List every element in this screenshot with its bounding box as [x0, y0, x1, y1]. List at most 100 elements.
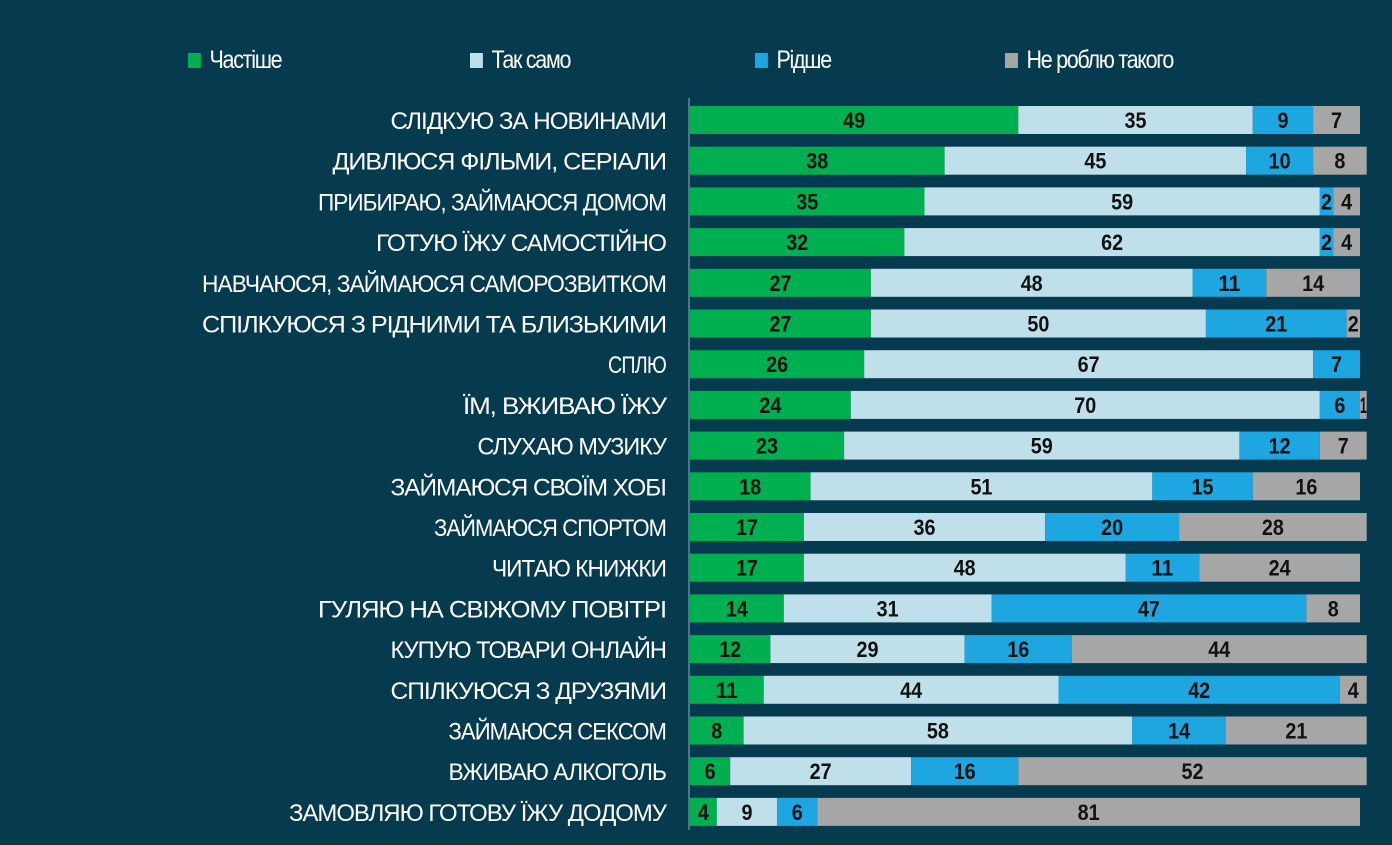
bar-segment-dont-do: [1313, 106, 1360, 134]
bar-segment-more-often: [690, 228, 905, 257]
data-label-more-often: 6: [705, 759, 716, 784]
category-label: ЇМ, ВЖИВАЮ ЇЖУ: [463, 393, 668, 420]
bar-segment-less-often: [1125, 553, 1200, 582]
bar-segment-more-often: [690, 472, 811, 501]
data-label-more-often: 27: [769, 271, 791, 296]
bar-segment-same: [844, 431, 1240, 460]
bar-segment-dont-do: [1018, 757, 1367, 786]
data-label-same: 59: [1031, 434, 1053, 459]
category-label: ВЖИВАЮ АЛКОГОЛЬ: [449, 759, 667, 786]
bar-segment-more-often: [690, 553, 804, 582]
data-label-more-often: 24: [759, 393, 782, 418]
bar-segment-dont-do: [1346, 309, 1360, 338]
data-label-dont-do: 14: [1302, 271, 1325, 296]
bar-segment-less-often: [777, 797, 818, 826]
bar-segment-dont-do: [1226, 716, 1367, 745]
bar-segment-same: [803, 553, 1126, 582]
bar-segment-dont-do: [1360, 390, 1367, 419]
bar-segment-dont-do: [1252, 472, 1360, 501]
data-label-less-often: 2: [1321, 230, 1332, 255]
data-label-same: 58: [927, 719, 949, 744]
data-label-same: 27: [810, 759, 832, 784]
legend-label-more-often: Частіше: [209, 45, 283, 74]
bar-segment-more-often: [690, 309, 871, 338]
category-label: СПЛЮ: [608, 352, 667, 379]
bar-segment-same: [864, 350, 1314, 379]
bar-segment-dont-do: [1319, 431, 1367, 460]
data-label-dont-do: 8: [1328, 596, 1339, 621]
bar-segment-more-often: [690, 797, 717, 826]
bar-segment-same: [870, 268, 1193, 297]
data-label-dont-do: 4: [1341, 230, 1353, 255]
data-label-more-often: 27: [769, 312, 791, 337]
data-label-more-often: 32: [786, 230, 808, 255]
data-label-dont-do: 16: [1295, 474, 1317, 499]
data-label-more-often: 12: [719, 637, 741, 662]
legend-swatch-same: [470, 52, 483, 68]
data-label-less-often: 15: [1192, 474, 1214, 499]
data-label-less-often: 2: [1321, 189, 1332, 214]
bar-segment-more-often: [690, 390, 851, 419]
bar-segment-same: [763, 675, 1059, 704]
bar-segment-same: [803, 513, 1046, 541]
data-label-less-often: 6: [792, 800, 803, 825]
bar-segment-less-often: [1313, 350, 1360, 379]
bar-segment-dont-do: [1071, 635, 1367, 664]
data-label-dont-do: 21: [1285, 719, 1307, 744]
bar-segment-dont-do: [1333, 187, 1360, 216]
bar-segment-dont-do: [1179, 513, 1367, 541]
bar-segment-same: [850, 390, 1320, 419]
legend-item-more-often: Частіше: [188, 40, 283, 80]
bar-segment-same: [924, 187, 1320, 216]
bar-segment-less-often: [1319, 390, 1360, 419]
data-label-less-often: 14: [1168, 719, 1191, 744]
data-label-dont-do: 8: [1334, 149, 1345, 174]
data-label-less-often: 42: [1188, 678, 1210, 703]
data-label-dont-do: 52: [1182, 759, 1204, 784]
data-label-same: 70: [1074, 393, 1096, 418]
data-label-dont-do: 7: [1331, 108, 1342, 133]
bar-segment-dont-do: [1339, 675, 1367, 704]
data-label-more-often: 4: [698, 800, 710, 825]
bar-segment-more-often: [690, 350, 865, 379]
data-label-dont-do: 24: [1269, 556, 1292, 581]
bar-segment-more-often: [690, 431, 845, 460]
data-label-same: 45: [1084, 149, 1106, 174]
bar-segment-less-often: [1246, 146, 1314, 175]
data-label-more-often: 17: [736, 515, 758, 540]
bar-segment-more-often: [690, 187, 925, 216]
bar-segment-less-often: [1058, 675, 1340, 704]
bar-segment-dont-do: [1199, 553, 1360, 582]
bar-segment-more-often: [690, 268, 871, 297]
bar-segment-more-often: [690, 675, 764, 704]
data-label-more-often: 26: [766, 352, 788, 377]
bar-segment-dont-do: [817, 797, 1360, 826]
data-label-same: 35: [1125, 108, 1147, 133]
bar-segment-more-often: [690, 635, 771, 664]
data-label-less-often: 11: [1218, 271, 1240, 296]
data-label-same: 31: [877, 596, 899, 621]
category-label: СЛУХАЮ МУЗИКУ: [478, 434, 668, 461]
bar-segment-same: [730, 757, 912, 786]
data-label-less-often: 47: [1138, 596, 1160, 621]
data-label-same: 50: [1027, 312, 1049, 337]
data-label-dont-do: 1: [1360, 393, 1367, 418]
data-label-dont-do: 2: [1348, 312, 1359, 337]
bar-segment-same: [870, 309, 1206, 338]
bar-segment-same: [904, 228, 1320, 257]
bar-segment-more-often: [690, 757, 731, 786]
category-label: СПІЛКУЮСЯ З ДРУЗЯМИ: [391, 678, 667, 705]
data-label-less-often: 6: [1334, 393, 1345, 418]
data-label-less-often: 11: [1151, 556, 1173, 581]
bar-segment-less-often: [1252, 106, 1314, 134]
category-label: СЛІДКУЮ ЗА НОВИНАМИ: [391, 108, 667, 135]
category-label: ЗАЙМАЮСЯ СЕКСОМ: [449, 718, 667, 746]
bar-segment-less-often: [1319, 228, 1334, 257]
data-label-same: 59: [1111, 189, 1133, 214]
legend-label-less-often: Рідше: [776, 45, 833, 74]
bar-segment-same: [783, 594, 992, 623]
bar-segment-same: [770, 635, 965, 664]
bar-segment-less-often: [1045, 513, 1180, 541]
data-label-more-often: 23: [756, 434, 778, 459]
bar-segment-less-often: [1192, 268, 1267, 297]
